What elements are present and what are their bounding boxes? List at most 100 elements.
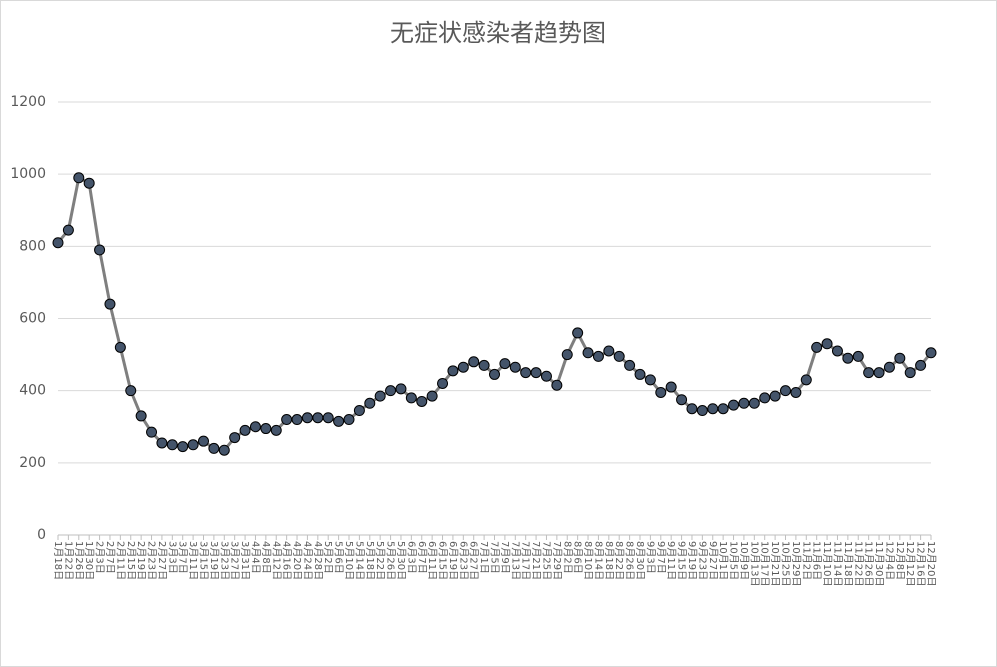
data-point [707,403,719,415]
x-tick-label: 5月30日 [395,541,407,580]
data-point [489,368,500,380]
data-point [364,397,376,409]
x-tick-label: 3月19日 [208,541,220,580]
x-tick-label: 7月17日 [520,541,532,580]
x-tick-label: 10月5日 [728,541,740,580]
x-tick-label: 1月18日 [52,541,64,580]
data-point [405,392,417,404]
data-point [811,341,823,353]
data-point [156,437,168,449]
x-tick-label: 11月2日 [800,541,812,580]
data-point [125,385,137,397]
data-point [852,350,864,362]
data-point [894,352,906,364]
x-tick-label: 3月31日 [239,541,251,580]
data-point [114,341,126,353]
x-tick-label: 1月26日 [73,541,85,580]
data-point [883,361,895,373]
data-point [655,386,667,398]
x-tick-label: 9月19日 [686,541,698,580]
data-point [582,347,594,359]
data-point [468,356,480,368]
data-point [177,441,189,453]
x-tick-label: 12月12日 [904,541,916,586]
x-tick-label: 7月21日 [530,541,542,580]
x-tick-label: 7月25日 [540,541,552,580]
x-tick-label: 11月6日 [811,541,823,580]
data-point [509,361,521,373]
x-tick-label: 8月30日 [634,541,646,580]
x-tick-label: 10月29日 [790,541,802,586]
x-tick-label: 5月10日 [343,541,355,580]
data-point [738,397,750,409]
x-tick-label: 10月17日 [759,541,771,586]
data-point [717,403,729,415]
x-tick-label: 8月2日 [561,541,573,574]
x-tick-label: 4月16日 [281,541,293,580]
data-point [572,327,584,339]
data-point [94,244,106,256]
data-point [270,424,282,436]
data-point [665,381,677,393]
x-tick-label: 11月10日 [821,541,833,586]
x-tick-label: 4月12日 [270,541,282,580]
x-tick-label: 12月20日 [925,541,937,586]
y-tick-label: 400 [19,383,46,399]
y-tick-label: 0 [37,527,46,543]
data-point [437,377,449,389]
data-point [62,224,74,236]
x-tick-label: 3月7日 [177,541,189,574]
data-point [925,347,937,359]
x-tick-label: 10月9日 [738,541,750,580]
data-point [416,395,428,407]
x-tick-label: 5月6日 [333,541,345,574]
data-point [842,352,854,364]
x-tick-label: 5月22日 [374,541,386,580]
x-tick-label: 2月19日 [135,541,147,580]
x-tick-label: 6月11日 [426,541,438,580]
x-tick-label: 12月8日 [894,541,906,580]
x-tick-label: 11月26日 [863,541,875,586]
data-point [696,405,708,417]
data-point [343,414,355,426]
x-tick-label: 3月23日 [218,541,230,580]
data-point [457,361,469,373]
x-tick-label: 3月11日 [187,541,199,580]
data-point [83,177,95,189]
x-tick-label: 7月9日 [499,541,511,574]
data-point [135,410,147,422]
data-point [166,439,178,451]
y-tick-label: 1000 [10,166,46,182]
x-tick-label: 3月3日 [166,541,178,574]
data-point [769,390,781,402]
x-tick-label: 11月22日 [852,541,864,586]
x-tick-label: 10月25日 [780,541,792,586]
data-point [634,368,646,380]
data-point [915,359,927,371]
data-point [644,374,656,386]
x-tick-label: 8月10日 [582,541,594,580]
x-tick-label: 9月27日 [707,541,719,580]
x-tick-label: 5月2日 [322,541,334,574]
x-tick-label: 9月7日 [655,541,667,574]
x-tick-label: 6月15日 [437,541,449,580]
data-point [863,367,875,379]
data-point [353,405,365,417]
data-point [312,412,324,424]
x-tick-label: 10月1日 [717,541,729,580]
x-tick-label: 8月22日 [613,541,625,580]
x-tick-label: 6月27日 [468,541,480,580]
x-tick-label: 2月27日 [156,541,168,580]
x-tick-label: 9月23日 [696,541,708,580]
data-point [208,442,220,454]
data-point [603,345,615,357]
data-point [291,414,303,426]
data-point [333,415,345,427]
x-tick-label: 1月22日 [62,541,74,580]
data-point [530,367,542,379]
data-point [239,424,251,436]
data-point [613,350,625,362]
data-point [686,403,698,415]
data-point [676,394,688,406]
